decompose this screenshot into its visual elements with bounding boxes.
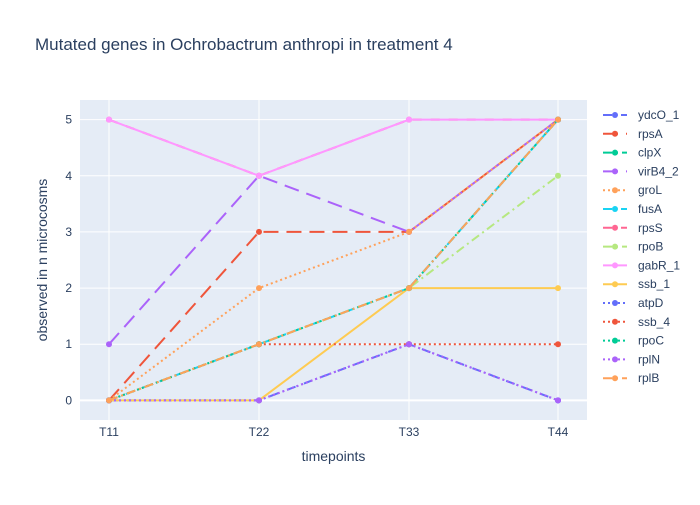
legend-marker — [612, 300, 618, 306]
legend-marker — [612, 224, 618, 231]
legend-marker — [612, 262, 618, 269]
legend-item[interactable]: ssb_1 — [603, 277, 670, 291]
series-line — [108, 118, 559, 402]
legend-marker — [612, 318, 618, 325]
legend-marker — [612, 375, 618, 382]
y-axis-label: observed in n microcosms — [34, 179, 50, 342]
series-layer — [106, 116, 561, 404]
data-point — [406, 228, 412, 235]
data-point — [406, 116, 412, 123]
y-tick-label: 0 — [65, 393, 72, 407]
legend-item[interactable]: ydcO_1 — [603, 108, 680, 122]
legend-marker — [612, 243, 618, 250]
data-point — [256, 285, 262, 292]
legend-marker — [612, 187, 618, 194]
legend-item[interactable]: rpoC — [603, 334, 664, 348]
legend-label: ydcO_1 — [638, 108, 680, 122]
legend-marker — [612, 337, 618, 344]
data-point — [106, 116, 112, 123]
data-point — [406, 341, 412, 348]
x-tick-label: T33 — [399, 425, 420, 439]
legend-item[interactable]: rpsA — [603, 127, 663, 141]
legend-item[interactable]: ssb_4 — [603, 315, 670, 329]
legend-label: rpoB — [638, 240, 663, 254]
legend-label: rpsA — [638, 127, 663, 141]
legend-label: clpX — [638, 146, 661, 160]
legend-marker — [612, 356, 618, 363]
data-point — [555, 341, 561, 348]
legend-marker — [612, 168, 618, 175]
legend-label: rpsS — [638, 221, 663, 235]
y-tick-label: 4 — [65, 169, 72, 183]
legend-marker — [612, 149, 618, 156]
legend-marker — [612, 130, 618, 137]
legend-item[interactable]: atpD — [603, 296, 664, 310]
legend-label: fusA — [638, 202, 662, 216]
data-point — [555, 172, 561, 179]
x-tick-label: T22 — [249, 425, 270, 439]
x-tick-label: T11 — [99, 425, 119, 439]
legend-label: virB4_2 — [638, 164, 679, 178]
legend[interactable]: ydcO_1 rpsA clpX virB4_2 groL fusA rpsS rpoB gab… — [603, 108, 680, 385]
legend-item[interactable]: virB4_2 — [603, 164, 679, 178]
data-point — [256, 341, 262, 348]
series-line — [108, 118, 559, 345]
data-point — [555, 397, 561, 404]
legend-item[interactable]: rplN — [603, 352, 660, 366]
data-point — [406, 285, 412, 292]
legend-item[interactable]: groL — [603, 183, 662, 197]
y-tick-label: 3 — [65, 225, 72, 239]
data-point — [106, 341, 112, 348]
legend-marker — [612, 281, 618, 288]
series-line — [108, 118, 559, 402]
legend-item[interactable]: rpsS — [603, 221, 663, 235]
x-axis-label: timepoints — [302, 448, 366, 464]
legend-marker — [612, 206, 618, 212]
legend-marker — [612, 112, 618, 118]
data-point — [106, 397, 112, 404]
x-tick-label: T44 — [548, 425, 569, 439]
data-point — [256, 172, 262, 179]
y-tick-label: 5 — [65, 113, 72, 127]
data-point — [256, 228, 262, 235]
legend-label: ssb_4 — [638, 315, 670, 329]
legend-label: ssb_1 — [638, 277, 670, 291]
axis-layer: T11 T22 T33 T44 0 1 2 3 4 5 — [65, 113, 568, 439]
data-point — [555, 116, 561, 123]
legend-label: gabR_1 — [638, 258, 680, 272]
legend-label: groL — [638, 183, 662, 197]
legend-label: rpoC — [638, 334, 664, 348]
y-tick-label: 1 — [65, 337, 72, 351]
series-line — [108, 118, 558, 177]
legend-label: atpD — [638, 296, 664, 310]
legend-item[interactable]: rpoB — [603, 240, 663, 254]
legend-item[interactable]: clpX — [603, 146, 661, 160]
legend-item[interactable]: fusA — [603, 202, 662, 216]
data-point — [256, 397, 262, 404]
legend-label: rplB — [638, 371, 659, 385]
legend-item[interactable]: rplB — [603, 371, 659, 385]
data-point — [555, 285, 561, 292]
legend-item[interactable]: gabR_1 — [603, 258, 680, 272]
series-line — [109, 343, 559, 402]
legend-label: rplN — [638, 352, 660, 366]
chart-title: Mutated genes in Ochrobactrum anthropi i… — [35, 35, 453, 54]
y-tick-label: 2 — [65, 281, 72, 295]
